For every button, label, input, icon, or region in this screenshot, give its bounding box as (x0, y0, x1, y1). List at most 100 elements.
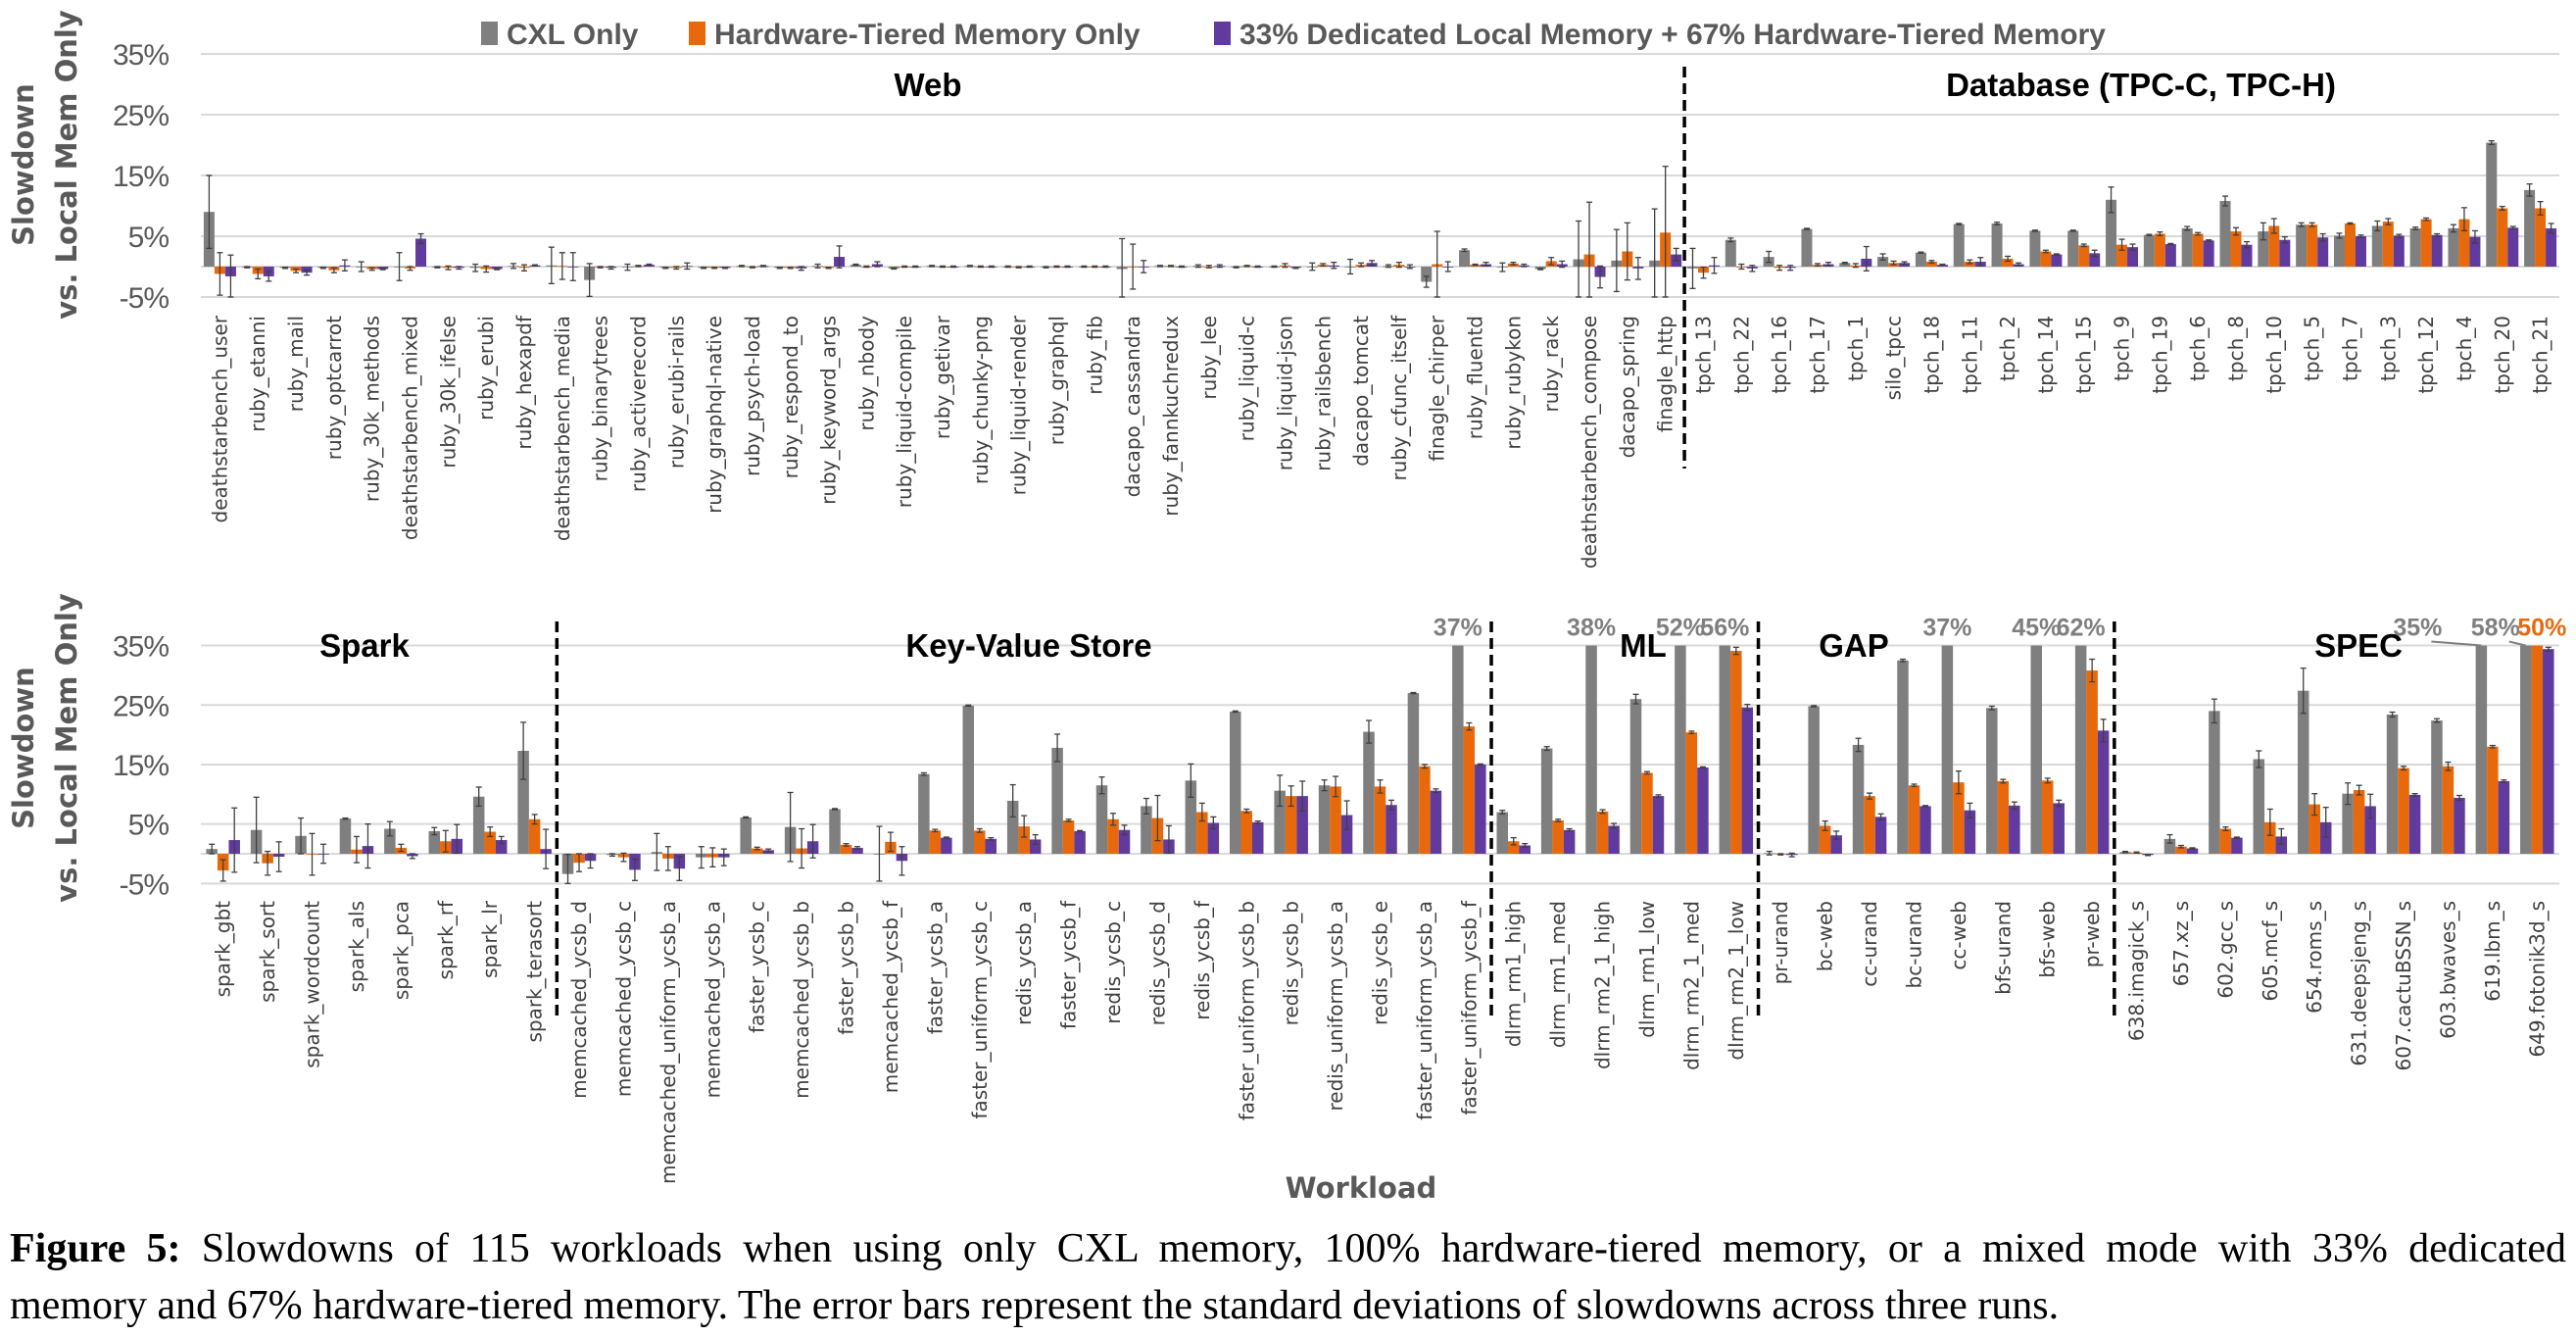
bar-group (2067, 229, 2101, 267)
bar-cxl-only (1421, 267, 1433, 282)
bar-mixed-33-67 (415, 238, 427, 267)
bar-group (1496, 810, 1531, 854)
x-tick-label: ruby_erubi (474, 316, 498, 421)
bar-cxl-only (1006, 800, 1019, 854)
bar-cxl-only (2524, 189, 2536, 267)
bar-cxl-only (1941, 645, 1954, 854)
legend-label: CXL Only (507, 19, 639, 51)
y-axis-title: Slowdown vs. Local Mem Only (7, 10, 83, 320)
bar-group (1363, 719, 1397, 854)
bar-group (356, 261, 389, 272)
bar-cxl-only (1051, 747, 1063, 854)
x-tick-label: ruby_30k_ifelse (436, 316, 460, 469)
x-tick-label: tpch_14 (2034, 316, 2058, 394)
bar-group (2181, 225, 2214, 267)
section-title: Key-Value Store (905, 627, 1151, 664)
x-tick-label: ruby_keyword_args (817, 316, 841, 505)
bar-cxl-only (2143, 234, 2155, 267)
bar-group (2030, 645, 2065, 854)
bar-group (1452, 645, 1486, 854)
bar-cxl-only (962, 705, 975, 854)
bar-hardware-tiered (1107, 818, 1119, 854)
bar-hardware-tiered (2535, 208, 2547, 267)
bar-hardware-tiered (1685, 732, 1698, 854)
y-tick-label: 15% (113, 161, 169, 193)
y-tick-label: 35% (113, 631, 169, 664)
figure-caption: Figure 5: Slowdowns of 115 workloads whe… (10, 1220, 2566, 1334)
caption-line-1: Figure 5: Slowdowns of 115 workloads whe… (10, 1220, 2566, 1277)
y-axis-title-line-2: vs. Local Mem Only (50, 10, 83, 320)
bar-group (1459, 248, 1492, 268)
bar-cxl-only (1725, 239, 1736, 267)
bar-hardware-tiered (2344, 223, 2356, 267)
section-title: ML (1620, 627, 1667, 664)
x-tick-label: ruby_etanni (246, 316, 269, 432)
x-axis-title: Workload (1286, 1171, 1437, 1205)
overflow-value-label: 35% (2393, 615, 2442, 642)
bar-group (339, 817, 374, 869)
x-tick-label: tpch_12 (2414, 316, 2438, 394)
bar-mixed-33-67 (2546, 227, 2557, 267)
x-tick-label: ruby_fluentd (1464, 316, 1487, 439)
x-tick-label: ruby_rubykon (1501, 316, 1525, 450)
bar-group (584, 263, 617, 298)
bar-group (1534, 257, 1568, 271)
y-axis-title-line-1: Slowdown (7, 667, 40, 829)
bar-group (1763, 850, 1798, 858)
bar-group (651, 832, 686, 881)
x-tick-label: tpch_18 (1920, 316, 1943, 394)
bar-hardware-tiered (974, 830, 986, 854)
bar-group (1383, 262, 1416, 270)
bar-cxl-only (428, 830, 441, 854)
x-tick-label: 605.mcf_s (2259, 901, 2282, 1001)
x-tick-label: 619.lbm_s (2481, 901, 2504, 1002)
x-tick-label: 602.gcc_s (2213, 901, 2237, 999)
x-tick-label: faster_ycsb_f (1057, 900, 1081, 1029)
bar-group (1095, 776, 1131, 854)
section-title: Database (TPC-C, TPC-H) (1946, 67, 2336, 103)
x-tick-label: ruby_getivar (931, 315, 954, 439)
x-tick-label: redis_uniform_ycsb_a (1324, 901, 1347, 1112)
y-tick-label: 25% (113, 690, 169, 722)
bar-cxl-only (2106, 199, 2117, 267)
legend-item: CXL Only (481, 19, 639, 51)
caption-figure-label: Figure 5: (10, 1226, 181, 1271)
bar-group (508, 263, 541, 272)
bar-cxl-only (1719, 645, 1731, 854)
bar-group (873, 825, 908, 882)
caption-line-1-text: Slowdowns of 115 workloads when using on… (201, 1226, 2566, 1271)
annotation-leader-line (2508, 640, 2527, 647)
bar-group (1839, 245, 1872, 272)
y-axis-title: Slowdown vs. Local Mem Only (7, 593, 83, 903)
x-tick-label: ruby_cfunc_itself (1387, 315, 1411, 480)
bar-group (2163, 833, 2199, 854)
bar-cxl-only (1801, 228, 1813, 267)
x-tick-label: deathstarbench_compose (1578, 316, 1601, 569)
bar-group (1725, 237, 1758, 272)
bar-hardware-tiered (1596, 811, 1609, 854)
bar-group (2524, 183, 2557, 267)
bar-group (1719, 645, 1754, 854)
bar-hardware-tiered (2175, 846, 2187, 854)
bar-cxl-only (2181, 227, 2193, 267)
bar-group (1852, 737, 1887, 854)
bar-hardware-tiered (2264, 821, 2276, 854)
x-tick-label: bfs-urand (1991, 901, 2015, 995)
bar-mixed-33-67 (2469, 236, 2481, 267)
bar-mixed-33-67 (2393, 235, 2405, 267)
bar-cxl-only (1629, 699, 1642, 854)
bar-hardware-tiered (2420, 219, 2432, 267)
bar-group (295, 817, 329, 876)
bar-cxl-only (1953, 223, 1965, 267)
bar-cxl-only (2448, 227, 2459, 267)
bar-group (2448, 207, 2481, 267)
bar-mixed-33-67 (1964, 810, 1976, 854)
bar-cxl-only (918, 773, 930, 854)
bar-mixed-33-67 (2431, 234, 2443, 267)
bar-hardware-tiered (1641, 772, 1653, 854)
x-tick-label: 603.bwaves_s (2436, 901, 2459, 1039)
bar-cxl-only (1585, 645, 1597, 854)
bar-hardware-tiered (2268, 225, 2280, 267)
legend-label: 33% Dedicated Local Memory + 67% Hardwar… (1239, 19, 2106, 51)
x-tick-label: spark_terasort (523, 901, 547, 1043)
